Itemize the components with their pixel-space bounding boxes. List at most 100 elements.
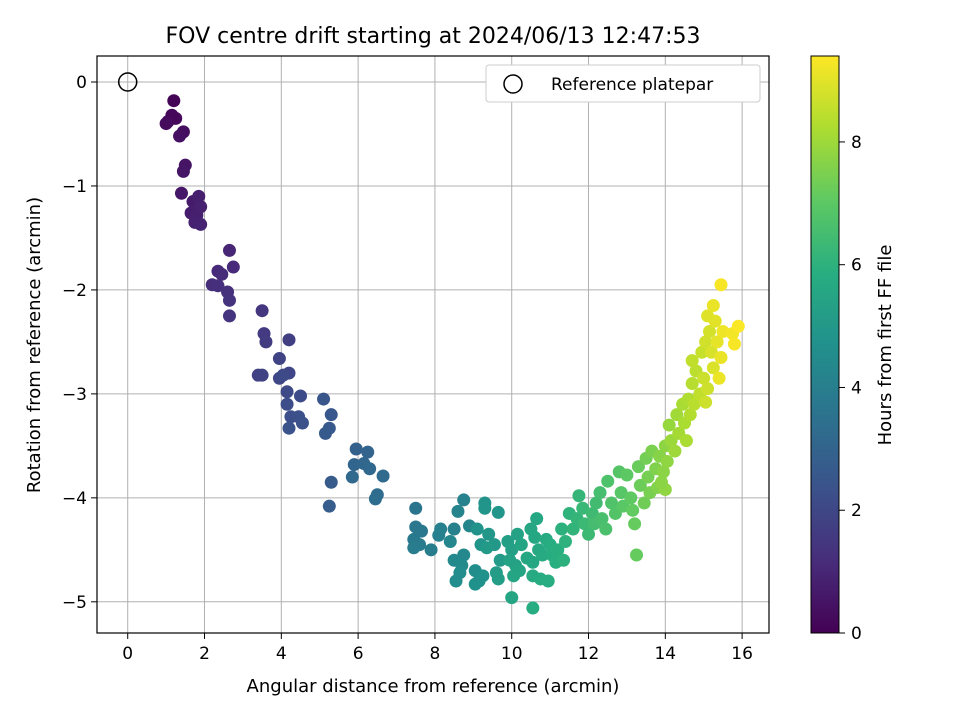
x-tick-label: 0: [122, 644, 133, 664]
data-point: [526, 601, 540, 615]
data-point: [708, 314, 722, 328]
data-point: [457, 548, 471, 562]
data-point: [432, 528, 446, 542]
data-point: [576, 501, 590, 515]
data-point: [349, 442, 363, 456]
data-point: [174, 186, 188, 200]
data-point: [706, 299, 720, 313]
data-point: [702, 325, 716, 339]
x-axis-ticks: 0 2 4 6 8 10 12 14 16: [122, 633, 753, 664]
data-point: [530, 512, 544, 526]
data-point: [447, 522, 461, 536]
data-point: [451, 504, 465, 518]
data-point: [414, 524, 428, 538]
data-point: [376, 469, 390, 483]
data-point: [514, 538, 528, 552]
data-point: [470, 522, 484, 536]
data-point: [478, 501, 492, 515]
data-point: [318, 426, 332, 440]
x-tick-label: 8: [430, 644, 441, 664]
data-point: [637, 496, 651, 510]
data-point: [630, 548, 644, 562]
data-point: [628, 517, 642, 531]
data-point: [282, 333, 296, 347]
x-tick-label: 2: [199, 644, 210, 664]
data-point: [317, 392, 331, 406]
x-tick-label: 12: [578, 644, 600, 664]
data-point: [555, 522, 569, 536]
data-point: [324, 475, 338, 489]
y-tick-label: −1: [62, 177, 87, 197]
x-tick-label: 10: [501, 644, 523, 664]
chart-title: FOV centre drift starting at 2024/06/13 …: [166, 24, 701, 49]
y-tick-label: 0: [76, 73, 87, 93]
data-point: [215, 267, 229, 281]
data-point: [633, 478, 647, 492]
y-tick-label: −5: [62, 593, 87, 613]
x-axis-label: Angular distance from reference (arcmin): [247, 676, 620, 697]
data-point: [641, 470, 655, 484]
data-point: [368, 492, 382, 506]
data-point: [624, 491, 638, 505]
data-point: [685, 376, 699, 390]
data-point: [491, 505, 505, 519]
data-point: [626, 503, 640, 517]
data-point: [347, 458, 361, 472]
data-point: [599, 522, 613, 536]
data-point: [159, 117, 173, 131]
data-point: [272, 352, 286, 366]
y-tick-label: −3: [62, 385, 87, 405]
data-point: [176, 164, 190, 178]
data-point: [582, 527, 596, 541]
data-point: [541, 574, 555, 588]
data-point: [505, 543, 519, 557]
data-point: [259, 335, 273, 349]
data-point: [173, 129, 187, 143]
data-point: [295, 416, 309, 430]
data-point: [222, 243, 236, 257]
data-point: [457, 493, 471, 507]
data-point: [710, 335, 724, 349]
data-point: [679, 434, 693, 448]
x-tick-label: 4: [276, 644, 287, 664]
data-point: [685, 354, 699, 368]
data-point: [255, 368, 269, 382]
colorbar-tick-label: 6: [851, 256, 862, 276]
x-tick-label: 16: [731, 644, 753, 664]
data-point: [714, 350, 728, 364]
legend-label: Reference platepar: [551, 75, 713, 95]
data-point: [192, 189, 206, 203]
data-point: [282, 421, 296, 435]
data-point: [363, 462, 377, 476]
data-point: [706, 361, 720, 375]
data-point: [670, 408, 684, 422]
data-point: [614, 486, 628, 500]
data-point: [701, 382, 715, 396]
data-point: [482, 527, 496, 541]
data-point: [683, 408, 697, 422]
legend-box: [485, 64, 761, 103]
data-point: [443, 535, 457, 549]
data-point: [566, 522, 580, 536]
y-axis-label: Rotation from reference (arcmin): [24, 197, 45, 493]
data-point: [714, 278, 728, 292]
data-point: [593, 486, 607, 500]
legend-marker-icon: [503, 74, 523, 94]
data-point: [324, 408, 338, 422]
data-point: [662, 418, 676, 432]
data-point: [194, 217, 208, 231]
data-point: [345, 470, 359, 484]
colorbar-tick-label: 8: [851, 133, 862, 153]
data-point: [695, 345, 709, 359]
data-point: [211, 279, 225, 293]
data-point: [280, 385, 294, 399]
data-point: [424, 543, 438, 557]
data-point: [551, 543, 565, 557]
data-point: [322, 499, 336, 513]
data-point: [493, 553, 507, 567]
plot-frame: [96, 55, 770, 634]
data-point: [585, 506, 599, 520]
colorbar-gradient: [810, 55, 840, 634]
data-point: [631, 460, 645, 474]
